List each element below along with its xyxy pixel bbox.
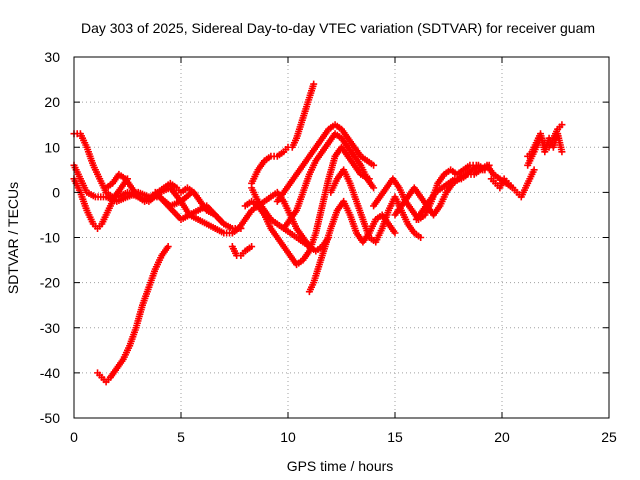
series-4: [94, 243, 172, 386]
series-21: [524, 130, 566, 160]
series-14: [305, 197, 399, 296]
y-tick-label: -50: [40, 410, 60, 426]
grid: [74, 57, 609, 418]
series-18: [412, 161, 517, 223]
series-11: [248, 80, 318, 187]
plot-frame: [73, 56, 610, 419]
series-12: [273, 121, 378, 205]
data-point: [417, 234, 425, 241]
series-6: [151, 188, 245, 232]
chart-title: Day 303 of 2025, Sidereal Day-to-day VTE…: [81, 20, 595, 36]
x-tick-label: 5: [177, 429, 185, 445]
series-19: [487, 166, 538, 201]
data-point: [310, 80, 318, 88]
data-points: [70, 80, 566, 386]
data-point: [391, 229, 399, 237]
y-tick-label: -30: [40, 320, 60, 336]
y-tick-label: -20: [40, 275, 60, 291]
tick-labels: 0 5 10 15 20 25 -50 -40 -30 -20 -10 0 10 20 30: [40, 49, 617, 445]
y-tick-label: 10: [44, 139, 60, 155]
y-tick-label: 20: [44, 94, 60, 110]
data-point: [370, 184, 378, 192]
series-7: [228, 243, 256, 260]
series-2: [70, 130, 236, 237]
x-tick-label: 15: [387, 429, 403, 445]
x-tick-label: 10: [280, 429, 296, 445]
x-axis-label: GPS time / hours: [287, 458, 394, 474]
y-tick-label: 0: [52, 184, 60, 200]
x-tick-label: 20: [494, 429, 510, 445]
y-tick-label: -40: [40, 365, 60, 381]
x-tick-label: 0: [70, 429, 78, 445]
y-tick-label: 30: [44, 49, 60, 65]
data-point: [558, 148, 566, 156]
series-13: [280, 130, 378, 232]
y-tick-label: -10: [40, 230, 60, 246]
y-axis-label: SDTVAR / TECUs: [5, 182, 21, 294]
data-point: [370, 161, 378, 169]
data-point: [164, 243, 172, 251]
data-point: [558, 121, 566, 129]
data-point: [248, 243, 256, 251]
x-tick-label: 25: [601, 429, 617, 445]
data-point: [530, 166, 538, 174]
